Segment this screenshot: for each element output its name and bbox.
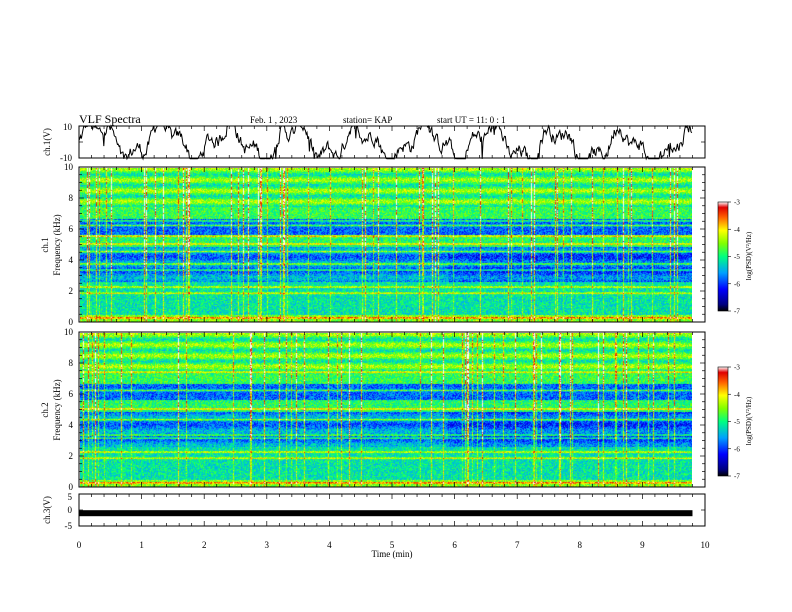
time-axis-tick-label: 3 [265,540,270,550]
ch1-colorbar-tick-label: -6 [734,280,740,288]
ch1-colorbar-tick-label: -3 [734,199,740,207]
time-axis-tick-label: 9 [640,540,645,550]
ch1-colorbar: -3 -4 -5 -6 -7 log(PSD)(V²/Hz) [717,199,753,316]
ch1-colorbar-tick-label: -5 [734,253,740,261]
ch1-colorbar-tick-label: -4 [734,226,740,234]
ch1-spectrogram-ytick-label: 0 [69,317,74,327]
ch2-spectrogram-ytick-label: 0 [69,482,74,492]
time-axis-tick-label: 2 [202,540,207,550]
ch2-spectrogram-ylabel-frequency: Frequency (kHz) [52,379,62,440]
ch1-waveform-line [78,124,693,161]
ch1-spectrogram-ytick-label: 6 [69,224,74,234]
ch2-spectrogram-ytick-label: 10 [64,327,74,337]
ch2-spectrogram-ytick-label: 2 [69,451,74,461]
time-axis-tick-label: 4 [327,540,332,550]
time-axis-tick-label: 10 [701,540,711,550]
ch1-ytick-bottom: -10 [60,153,72,163]
ch1-spectrogram-ylabel-frequency: Frequency (kHz) [52,214,62,275]
ch2-colorbar: -3 -4 -5 -6 -7 log(PSD)(V²/Hz) [717,364,753,481]
time-axis-tick-label: 0 [77,540,82,550]
ch2-spectrogram-panel: 0 2 4 6 8 10 ch.2 Frequency (kHz) [40,327,706,492]
ch3-waveform-panel: 5 0 -5 ch.3(V) 0 1 2 3 4 5 6 7 8 9 10 Time (min) [42,492,710,559]
ch1-ytick-top: 10 [63,122,73,132]
ch1-spectrogram-panel: 0 2 4 6 8 10 ch.1 Frequency (kHz) [40,162,706,327]
time-axis-tick-label: 6 [452,540,457,550]
ch2-spectrogram-ylabel-channel: ch.2 [40,402,50,417]
ch2-colorbar-tick-label: -6 [734,445,740,453]
ch1-colorbar-tick-label: -7 [734,308,740,316]
ch1-spectrogram-ytick-label: 10 [64,162,74,172]
ch2-colorbar-tick-label: -7 [734,473,740,481]
ch2-spectrogram-ytick-label: 6 [69,389,74,399]
start-time-label: start UT = 11: 0 : 1 [437,115,506,125]
time-axis-tick-label: 8 [578,540,583,550]
ch2-spectrogram-ytick-label: 8 [69,358,74,368]
ch1-spectrogram-heatmap [80,168,692,322]
ch3-waveform-line [79,510,693,517]
ch2-colorbar-tick-label: -4 [734,391,740,399]
date-label: Feb. 1 , 2023 [250,115,298,125]
ch2-spectrogram-ytick-label: 4 [69,420,74,430]
ch1-spectrogram-ytick-label: 4 [69,255,74,265]
ch3-ytick-middle: 0 [68,505,73,515]
ch1-spectrogram-ylabel-channel: ch.1 [40,237,50,252]
time-axis-tick-label: 5 [390,540,395,550]
ch1-waveform-ylabel: ch.1(V) [42,128,52,156]
ch2-colorbar-label: log(PSD)(V²/Hz) [745,396,753,445]
time-axis-label: Time (min) [372,549,413,559]
ch3-ytick-top: 5 [68,492,73,502]
figure-title: VLF Spectra [79,112,141,126]
ch1-spectrogram-ytick-label: 2 [69,286,74,296]
station-label: station= KAP [343,115,392,125]
ch2-colorbar-tick-label: -5 [734,418,740,426]
ch1-waveform-panel: 10 -10 ch.1(V) [42,122,706,163]
ch2-spectrogram-heatmap [80,333,692,487]
ch3-ytick-bottom: -5 [65,521,73,531]
time-axis-tick-label: 7 [515,540,520,550]
ch1-spectrogram-ytick-label: 8 [69,193,74,203]
ch3-waveform-ylabel: ch.3(V) [42,496,52,524]
ch2-colorbar-tick-label: -3 [734,364,740,372]
ch1-colorbar-label: log(PSD)(V²/Hz) [745,231,753,280]
time-axis-tick-label: 1 [139,540,144,550]
